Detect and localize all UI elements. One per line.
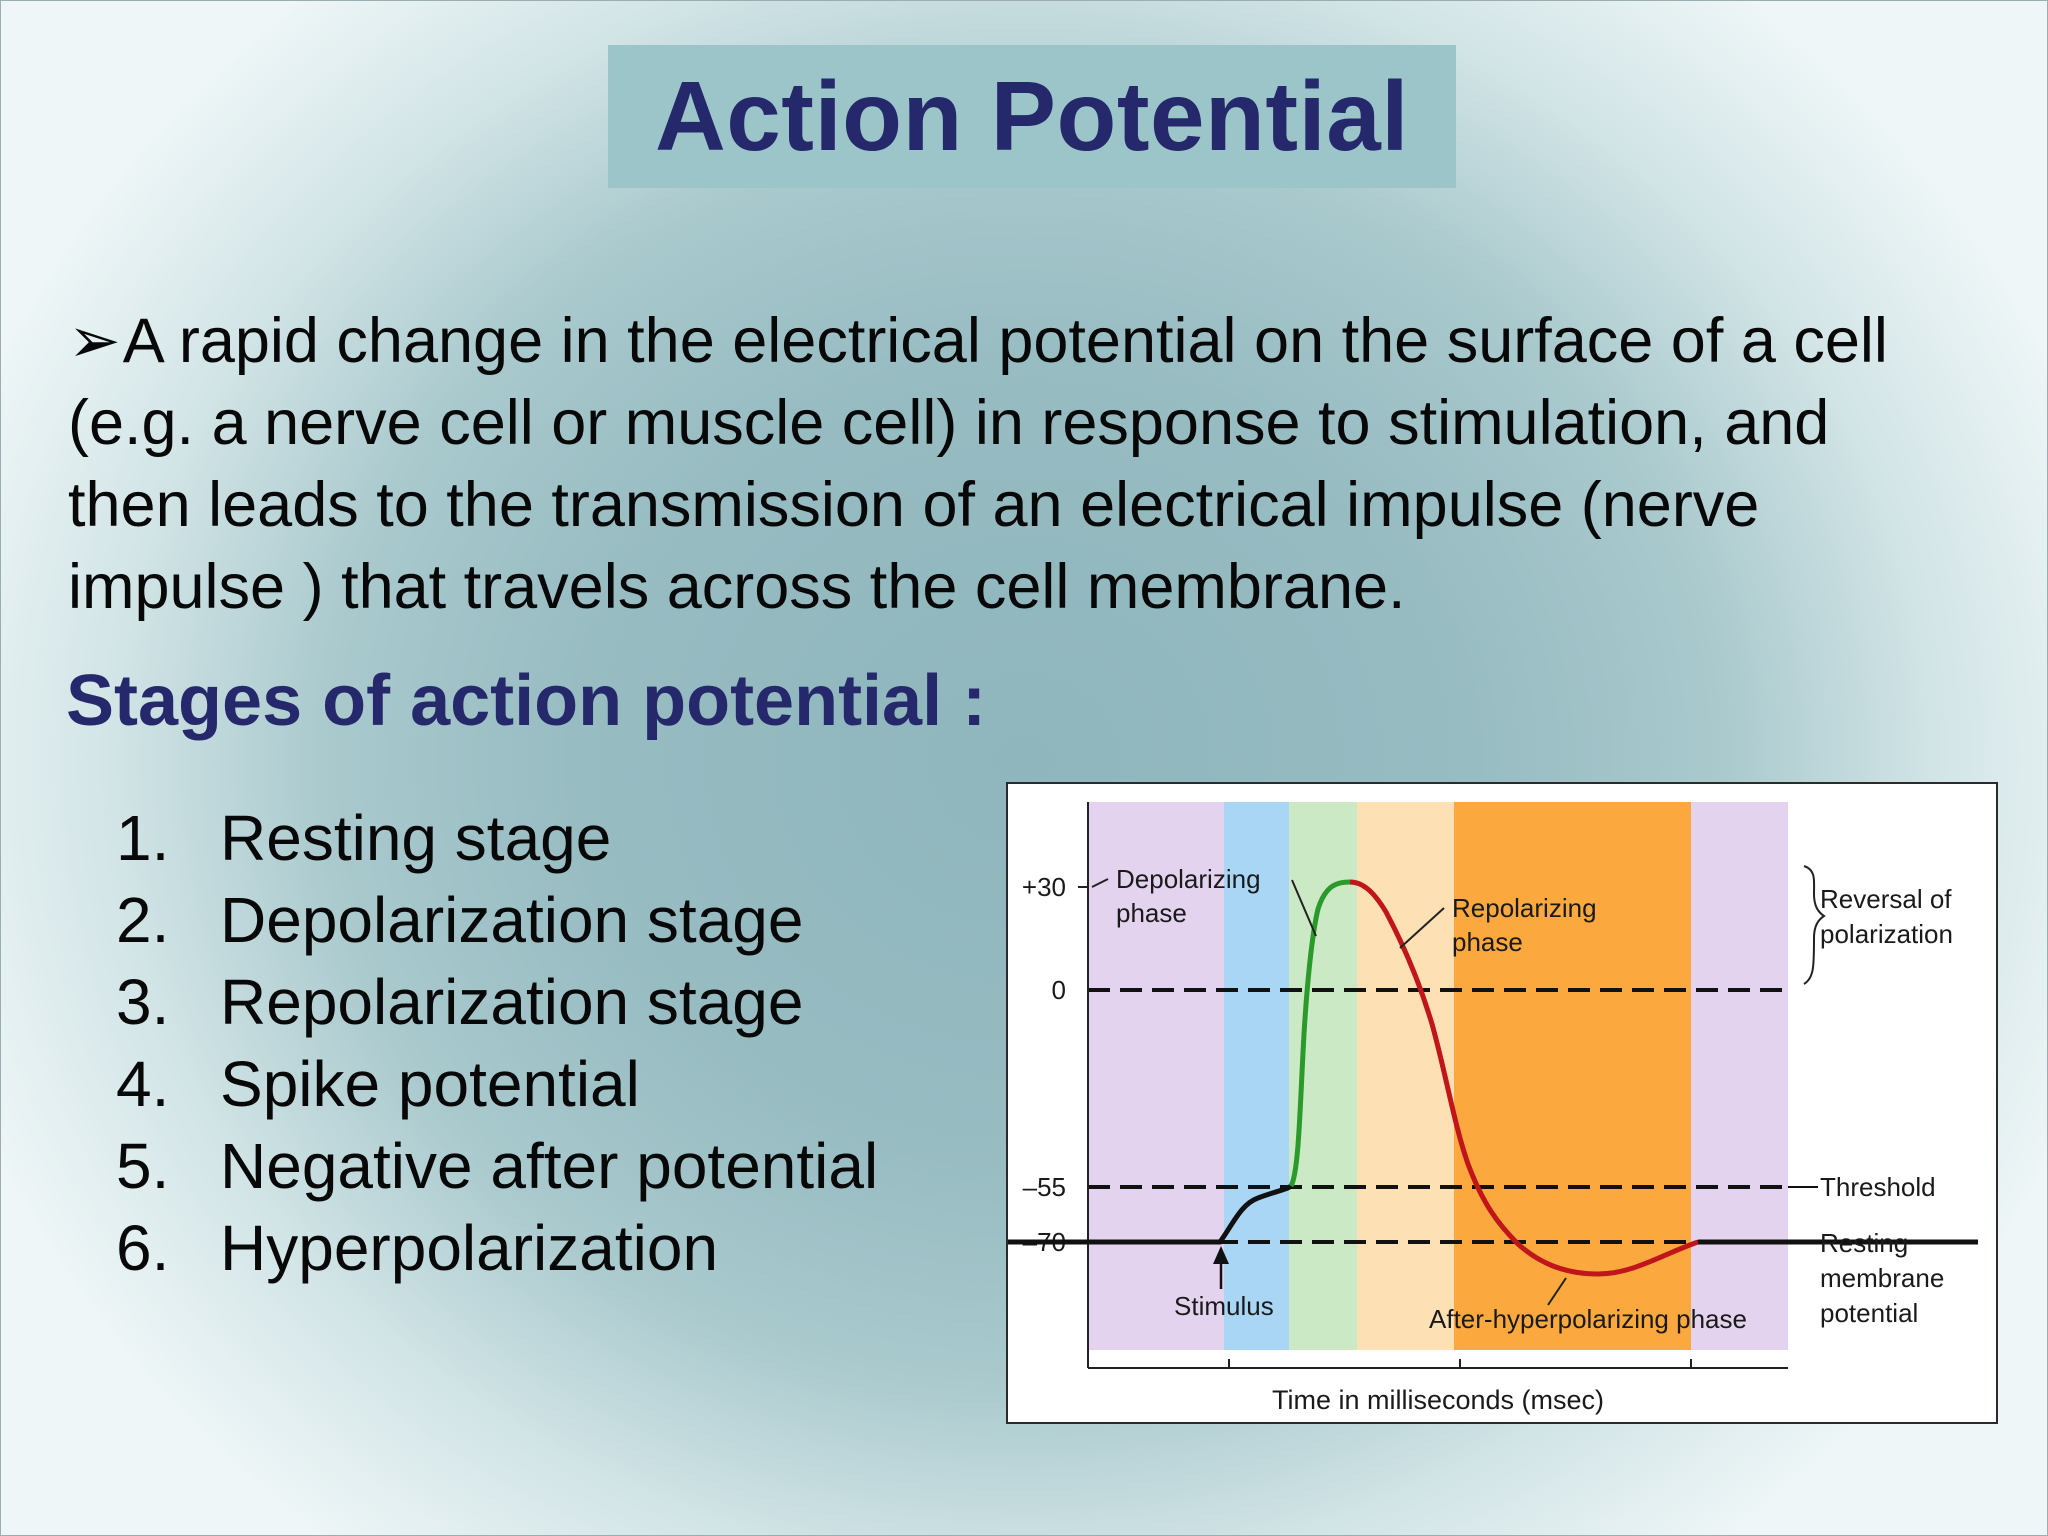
resting-label: membrane (1820, 1263, 1944, 1293)
definition-line-1: ➢A rapid change in the electrical potent… (68, 300, 2048, 382)
stimulus-label: Stimulus (1174, 1291, 1274, 1321)
stage-item: 6. Hyperpolarization (116, 1207, 878, 1289)
stage-label: Spike potential (220, 1048, 640, 1120)
stage-label: Negative after potential (220, 1130, 879, 1202)
action-potential-graph: +30 0 –55 –70 Depolarizing phase Repolar… (1008, 802, 1978, 1415)
slide-title: Action Potential (655, 61, 1409, 171)
stimulus-arrowhead-icon (1213, 1246, 1229, 1264)
arrow-bullet-icon: ➢ (68, 306, 121, 376)
threshold-label: Threshold (1820, 1172, 1936, 1202)
depolarizing-curve (1288, 879, 1351, 1188)
depolarizing-label: Depolarizing (1116, 864, 1261, 894)
title-banner: Action Potential (608, 45, 1456, 188)
stage-number: 6. (116, 1212, 170, 1284)
phase-band-depolarizing (1224, 802, 1289, 1350)
phase-band-return (1691, 802, 1788, 1350)
definition-line-4: impulse ) that travels across the cell m… (68, 552, 1406, 622)
stage-label: Repolarization stage (220, 966, 804, 1038)
depolarizing-label: phase (1116, 898, 1187, 928)
stage-number: 3. (116, 966, 170, 1038)
stage-item: 1. Resting stage (116, 797, 878, 879)
repolarizing-label: Repolarizing (1452, 893, 1597, 923)
stage-number: 5. (116, 1130, 170, 1202)
resting-curve (1008, 1183, 1293, 1245)
stage-item: 4. Spike potential (116, 1043, 878, 1125)
definition-paragraph: ➢A rapid change in the electrical potent… (68, 300, 2048, 628)
resting-label: Resting (1820, 1228, 1908, 1258)
stage-number: 4. (116, 1048, 170, 1120)
phase-band-repolarizing (1357, 802, 1454, 1350)
stage-label: Hyperpolarization (220, 1212, 719, 1284)
phase-band-resting (1088, 802, 1224, 1350)
y-tick-label: –55 (1023, 1172, 1066, 1202)
y-tick-label: 0 (1052, 975, 1066, 1005)
depolarizing-tick (1091, 878, 1109, 888)
repolarizing-label: phase (1452, 927, 1523, 957)
definition-text: A rapid change in the electrical potenti… (122, 306, 1888, 376)
stage-number: 1. (116, 802, 170, 874)
stage-number: 2. (116, 884, 170, 956)
depolarizing-leader (1291, 879, 1317, 937)
reversal-label: Reversal of (1820, 884, 1952, 914)
reversal-label: polarization (1820, 919, 1953, 949)
reversal-brace (1803, 865, 1826, 985)
repolarizing-curve (1349, 879, 1699, 1277)
definition-line-2: (e.g. a nerve cell or muscle cell) in re… (68, 388, 1830, 458)
stage-item: 3. Repolarization stage (116, 961, 878, 1043)
action-potential-figure: +30 0 –55 –70 Depolarizing phase Repolar… (1006, 782, 1998, 1424)
stages-list: 1. Resting stage 2. Depolarization stage 3… (116, 797, 878, 1289)
phase-band-after-hyperpolarizing (1454, 802, 1691, 1350)
y-tick-label: +30 (1022, 872, 1066, 902)
resting-label: potential (1820, 1298, 1918, 1328)
repolarizing-leader (1399, 907, 1445, 949)
x-axis-label: Time in milliseconds (msec) (1272, 1385, 1604, 1415)
stage-label: Depolarization stage (220, 884, 804, 956)
stage-label: Resting stage (220, 802, 612, 874)
stage-item: 5. Negative after potential (116, 1125, 878, 1207)
definition-line-3: then leads to the transmission of an ele… (68, 470, 1760, 540)
stage-item: 2. Depolarization stage (116, 879, 878, 961)
after-hyperpolarizing-label: After-hyperpolarizing phase (1429, 1304, 1747, 1334)
after-hyperpolarizing-leader (1547, 1277, 1567, 1306)
stages-heading: Stages of action potential : (66, 661, 987, 741)
